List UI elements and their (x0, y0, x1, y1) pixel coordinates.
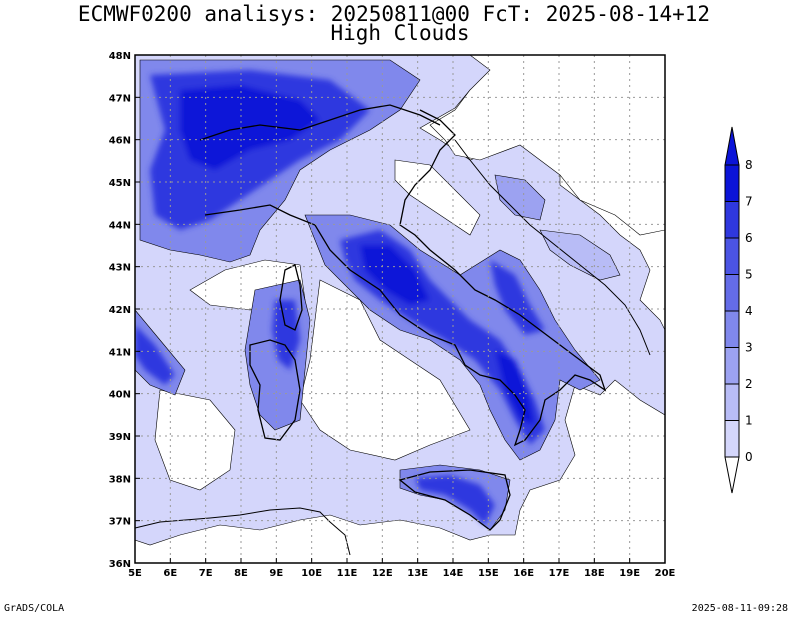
colorbar-swatch (724, 420, 740, 458)
x-tick-label: 19E (619, 568, 640, 579)
x-tick-label: 9E (269, 568, 283, 579)
colorbar-min-arrow (724, 456, 740, 494)
x-tick-label: 10E (301, 568, 322, 579)
colorbar-max-arrow (724, 126, 740, 166)
x-tick-label: 18E (584, 568, 605, 579)
colorbar-swatch (724, 274, 740, 312)
cloud-region-dense (135, 325, 175, 385)
x-tick-label: 5E (128, 568, 142, 579)
y-tick-label: 36N (109, 559, 131, 570)
colorbar-swatch (724, 347, 740, 385)
coastline-africa (135, 507, 351, 556)
cloud-region-dense (495, 350, 535, 425)
y-tick-label: 39N (109, 432, 131, 443)
x-tick-label: 8E (234, 568, 248, 579)
y-tick-label: 38N (109, 474, 131, 485)
x-tick-label: 20E (655, 568, 676, 579)
clear-region-adriatic (394, 159, 481, 236)
colorbar-label: 1 (745, 414, 753, 428)
colorbar-label: 7 (745, 195, 753, 209)
grid-lines (135, 55, 665, 563)
colorbar-label: 4 (745, 304, 753, 318)
y-tick-label: 41N (109, 347, 131, 358)
y-tick-label: 45N (109, 178, 131, 189)
cloud-region-dense (360, 245, 430, 305)
colorbar-swatch (724, 201, 740, 239)
x-tick-label: 14E (443, 568, 464, 579)
chart-title: ECMWF0200 analisys: 20250811@00 FcT: 202… (77, 2, 711, 26)
y-tick-label: 37N (109, 517, 131, 528)
chart-subtitle: High Clouds (330, 21, 470, 45)
x-axis-ticks: 5E 6E 7E 8E 9E 10E 11E 12E 13E 14E 15E 16E 17E 18E 19E… (128, 558, 676, 579)
y-tick-label: 40N (109, 390, 131, 401)
coastline-sardinia (249, 339, 301, 441)
colorbar-swatch (724, 310, 740, 348)
cloud-region-medium (539, 229, 621, 281)
x-tick-label: 16E (513, 568, 534, 579)
clear-region-northeast (429, 55, 665, 236)
colorbar-label: 5 (745, 268, 753, 282)
cloud-region-dense (272, 300, 300, 370)
x-tick-label: 15E (478, 568, 499, 579)
cloud-region-medium (494, 174, 546, 221)
footer-timestamp: 2025-08-11-09:28 (691, 603, 788, 614)
x-tick-label: 13E (407, 568, 428, 579)
cloud-region-dense (415, 475, 495, 525)
colorbar-label: 0 (745, 450, 753, 464)
x-tick-label: 17E (549, 568, 570, 579)
coastline-italy (204, 109, 607, 447)
x-tick-label: 11E (337, 568, 358, 579)
y-tick-label: 42N (109, 305, 131, 316)
colorbar-swatch (724, 383, 740, 421)
cloud-region-dense (490, 260, 545, 335)
colorbar-label: 6 (745, 231, 753, 245)
coastline-corsica (279, 264, 303, 331)
colorbar-label: 8 (745, 158, 753, 172)
x-tick-label: 6E (163, 568, 177, 579)
y-tick-label: 46N (109, 136, 131, 147)
border-alps (199, 104, 441, 141)
colorbar-label: 3 (745, 341, 753, 355)
x-tick-label: 7E (199, 568, 213, 579)
y-tick-label: 48N (109, 51, 131, 62)
colorbar: 0 1 2 3 4 5 6 7 8 (724, 126, 753, 494)
clear-region-west-med (154, 389, 236, 491)
colorbar-label: 2 (745, 377, 753, 391)
colorbar-swatch (724, 164, 740, 202)
clear-region-tyrrhenian (299, 279, 471, 461)
x-tick-label: 12E (372, 568, 393, 579)
y-tick-label: 47N (109, 93, 131, 104)
footer-credit: GrADS/COLA (4, 603, 65, 614)
cloud-region-dense (180, 85, 320, 170)
y-axis-ticks: 36N 37N 38N 39N 40N 41N 42N 43N 44N 45N 46N 47N 48N (109, 51, 140, 570)
y-tick-label: 43N (109, 263, 131, 274)
colorbar-swatch (724, 237, 740, 275)
y-tick-label: 44N (109, 220, 131, 231)
coastline-sicily (398, 469, 511, 531)
